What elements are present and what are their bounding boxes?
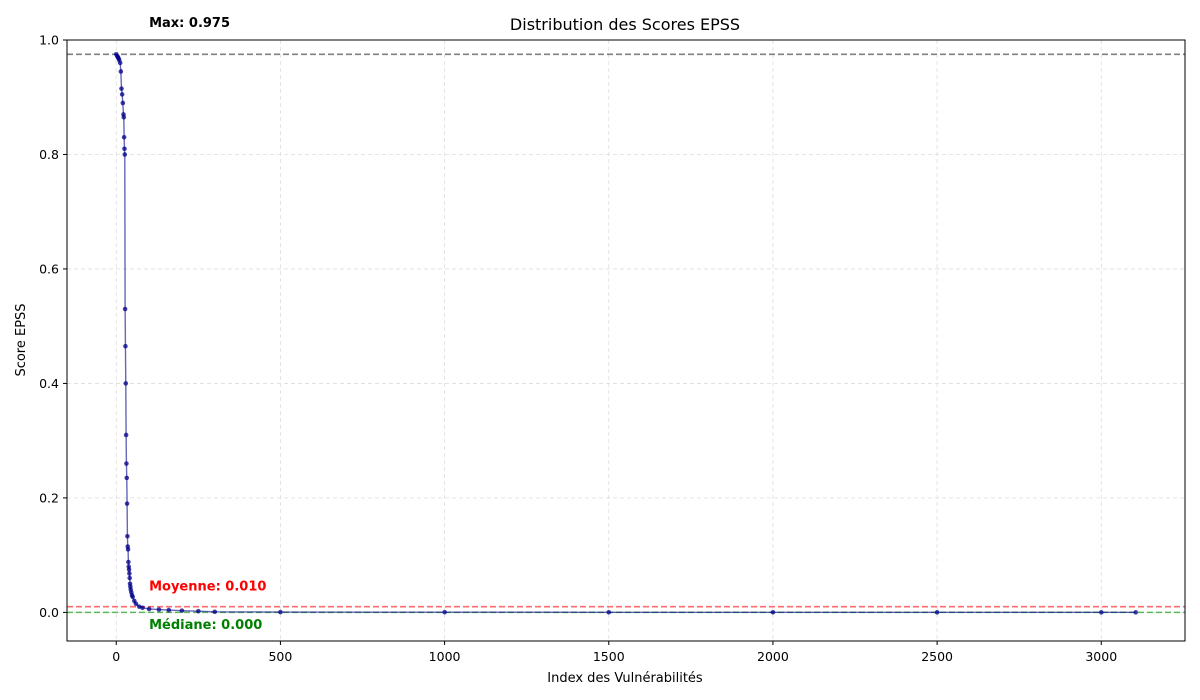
data-point: [121, 114, 127, 120]
x-axis-title: Index des Vulnérabilités: [547, 671, 703, 686]
x-tick-label: 2000: [757, 649, 789, 664]
data-point: [122, 146, 127, 152]
x-tick-label: 500: [268, 649, 292, 664]
data-point: [118, 69, 124, 74]
data-point: [119, 86, 124, 91]
y-tick-label: 0.2: [39, 490, 59, 505]
data-point: [123, 432, 129, 438]
data-point: [122, 152, 128, 157]
data-point: [770, 609, 776, 615]
grid: [67, 39, 1185, 641]
data-point: [196, 608, 201, 614]
data-point: [179, 608, 185, 613]
reference-lines: [67, 53, 1185, 614]
data-point: [124, 461, 129, 466]
plot-frame: [66, 39, 1186, 642]
y-tick-label: 0.6: [39, 261, 59, 276]
x-tick-label: 1500: [593, 649, 625, 664]
data-point: [121, 135, 127, 140]
ticks: 0 500 1000 1500 2000 2500 3000 0.0 0.2 0.4 0.6 0.8 1…: [39, 33, 1117, 665]
data-point: [126, 559, 131, 565]
y-axis-title: Score EPSS: [14, 303, 29, 376]
y-tick-label: 1.0: [39, 33, 59, 48]
data-point: [146, 606, 152, 612]
data-point: [117, 60, 123, 66]
data-point: [166, 607, 172, 613]
data-point: [278, 609, 283, 615]
data-point: [125, 533, 130, 539]
data-point: [124, 501, 130, 506]
data-point: [127, 571, 132, 576]
data-point: [1133, 610, 1139, 615]
max-label: Max: 0.975: [149, 16, 230, 31]
data-point: [120, 100, 126, 106]
median-label: Médiane: 0.000: [149, 618, 262, 633]
data-point: [124, 475, 130, 481]
chart-title: Distribution des Scores EPSS: [510, 15, 740, 34]
data-point: [442, 609, 447, 615]
data-point: [140, 605, 145, 611]
data-point: [1098, 610, 1104, 615]
data-point: [119, 92, 125, 97]
data-point: [123, 343, 128, 349]
mean-label: Moyenne: 0.010: [149, 580, 266, 595]
series-layer: [113, 52, 1139, 615]
data-point: [606, 609, 612, 615]
x-tick-label: 2500: [921, 649, 953, 664]
series-line: [115, 53, 1136, 614]
y-tick-label: 0.8: [39, 147, 59, 162]
data-point: [212, 609, 218, 615]
data-point: [126, 567, 132, 572]
data-point: [127, 575, 133, 581]
data-point: [133, 601, 139, 607]
annotations: Max: 0.975 Moyenne: 0.010 Médiane: 0.000: [149, 16, 266, 633]
y-tick-label: 0.4: [39, 376, 59, 391]
data-point: [934, 610, 940, 615]
data-point: [156, 607, 162, 612]
y-tick-label: 0.0: [39, 605, 59, 620]
data-point: [125, 547, 131, 552]
data-point: [130, 594, 135, 600]
x-tick-label: 1000: [429, 649, 461, 664]
x-tick-label: 0: [112, 649, 120, 664]
data-point: [122, 306, 128, 312]
data-point: [123, 381, 129, 386]
x-tick-label: 3000: [1085, 649, 1117, 664]
